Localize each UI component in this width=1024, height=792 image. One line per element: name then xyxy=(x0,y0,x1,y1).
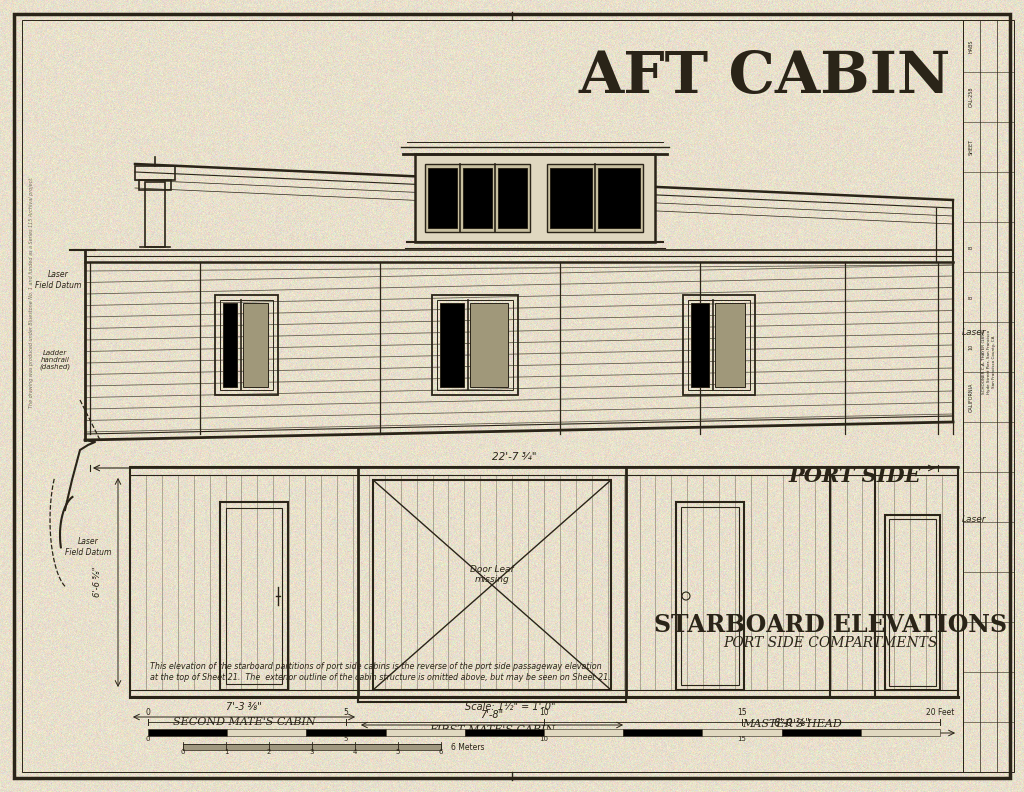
Text: 1: 1 xyxy=(224,749,228,755)
Bar xyxy=(781,729,861,736)
Bar xyxy=(215,295,278,395)
Text: 15: 15 xyxy=(737,708,746,717)
Bar xyxy=(681,507,739,685)
Bar xyxy=(415,154,655,242)
Text: 6: 6 xyxy=(438,749,443,755)
Text: This elevation of the starboard partitions of port side cabins is the reverse of: This elevation of the starboard partitio… xyxy=(150,662,610,682)
Bar xyxy=(373,480,611,690)
Text: 10: 10 xyxy=(969,344,974,350)
Text: 15: 15 xyxy=(737,736,746,742)
Bar xyxy=(463,168,492,228)
Text: Laser: Laser xyxy=(962,328,986,337)
Bar xyxy=(470,303,508,387)
Text: MASTER'S HEAD: MASTER'S HEAD xyxy=(742,719,842,729)
Bar xyxy=(544,729,624,736)
Bar xyxy=(963,20,1014,772)
Bar xyxy=(130,467,958,697)
Text: Laser: Laser xyxy=(962,515,986,524)
Bar xyxy=(688,300,750,390)
Bar xyxy=(148,729,227,736)
Text: 6 Meters: 6 Meters xyxy=(451,743,484,752)
Text: FIRST MATE'S CABIN: FIRST MATE'S CABIN xyxy=(429,725,555,735)
Text: AFT CABIN: AFT CABIN xyxy=(579,49,951,105)
Bar xyxy=(227,729,306,736)
Bar xyxy=(624,729,702,736)
Text: B: B xyxy=(969,246,974,249)
Bar xyxy=(861,729,940,736)
Bar xyxy=(183,744,441,750)
Bar xyxy=(683,295,755,395)
Bar xyxy=(425,164,530,232)
Bar xyxy=(550,168,592,228)
Text: Ladder
handrail
(dashed): Ladder handrail (dashed) xyxy=(40,350,71,370)
Text: 10: 10 xyxy=(540,736,549,742)
Text: The drawing was produced under Bluestone No. 1 and funded as a Series 115 Archiv: The drawing was produced under Bluestone… xyxy=(30,176,35,408)
Text: 5: 5 xyxy=(396,749,400,755)
Text: SECOND MATE'S CABIN: SECOND MATE'S CABIN xyxy=(173,717,315,727)
Bar xyxy=(498,168,527,228)
Text: Scale: 1½" = 1'-0": Scale: 1½" = 1'-0" xyxy=(465,702,555,712)
Text: B: B xyxy=(969,295,974,299)
Text: CAL-258: CAL-258 xyxy=(969,87,974,107)
Text: 2: 2 xyxy=(267,749,271,755)
Bar xyxy=(306,729,386,736)
Bar xyxy=(428,168,457,228)
Text: 5: 5 xyxy=(344,708,348,717)
Bar xyxy=(386,729,465,736)
Bar xyxy=(598,168,640,228)
Text: PORT SIDE COMPARTMENTS: PORT SIDE COMPARTMENTS xyxy=(723,636,937,650)
Text: 6'-0 ⅞": 6'-0 ⅞" xyxy=(774,718,810,728)
Text: SHEET: SHEET xyxy=(969,139,974,155)
Bar xyxy=(702,729,781,736)
Text: 5: 5 xyxy=(344,736,348,742)
Text: Laser
Field Datum: Laser Field Datum xyxy=(35,270,81,290)
Text: 0: 0 xyxy=(145,708,151,717)
Bar xyxy=(437,300,513,390)
Text: 4: 4 xyxy=(353,749,357,755)
Bar xyxy=(223,303,238,387)
Text: 22'-7 ¾": 22'-7 ¾" xyxy=(492,452,537,462)
Bar xyxy=(226,508,282,684)
Bar xyxy=(139,180,171,190)
Text: HABS: HABS xyxy=(969,40,974,53)
Bar xyxy=(432,295,518,395)
Bar xyxy=(889,519,936,686)
Text: Door Leaf
missing: Door Leaf missing xyxy=(470,565,514,584)
Bar xyxy=(547,164,643,232)
Text: CALIFORNIA: CALIFORNIA xyxy=(969,383,974,412)
Text: 6'-6 ⅝": 6'-6 ⅝" xyxy=(93,567,102,597)
Text: 7'-3 ⅜": 7'-3 ⅜" xyxy=(226,702,262,712)
Bar xyxy=(885,515,940,690)
Text: 0: 0 xyxy=(181,749,185,755)
Text: 20 Feet: 20 Feet xyxy=(926,708,954,717)
Bar xyxy=(145,182,165,247)
Text: STARBOARD ELEVATIONS: STARBOARD ELEVATIONS xyxy=(653,613,1007,637)
Bar xyxy=(220,502,288,690)
Bar xyxy=(220,300,273,390)
Text: SCHOONER C.A. THAYER (1895)
Hyde Street Pier, San Francisco
San Francisco County: SCHOONER C.A. THAYER (1895) Hyde Street … xyxy=(982,329,995,394)
Bar xyxy=(691,303,710,387)
Text: 0: 0 xyxy=(145,736,151,742)
Text: 3: 3 xyxy=(309,749,314,755)
Text: PORT SIDE: PORT SIDE xyxy=(788,466,922,486)
Text: 7'-8": 7'-8" xyxy=(480,710,504,720)
Bar xyxy=(135,166,175,180)
Text: 10: 10 xyxy=(540,708,549,717)
Bar xyxy=(440,303,464,387)
Bar xyxy=(715,303,745,387)
Bar xyxy=(244,303,268,387)
Bar xyxy=(465,729,544,736)
Text: Laser
Field Datum: Laser Field Datum xyxy=(65,537,112,557)
Bar xyxy=(676,502,744,690)
